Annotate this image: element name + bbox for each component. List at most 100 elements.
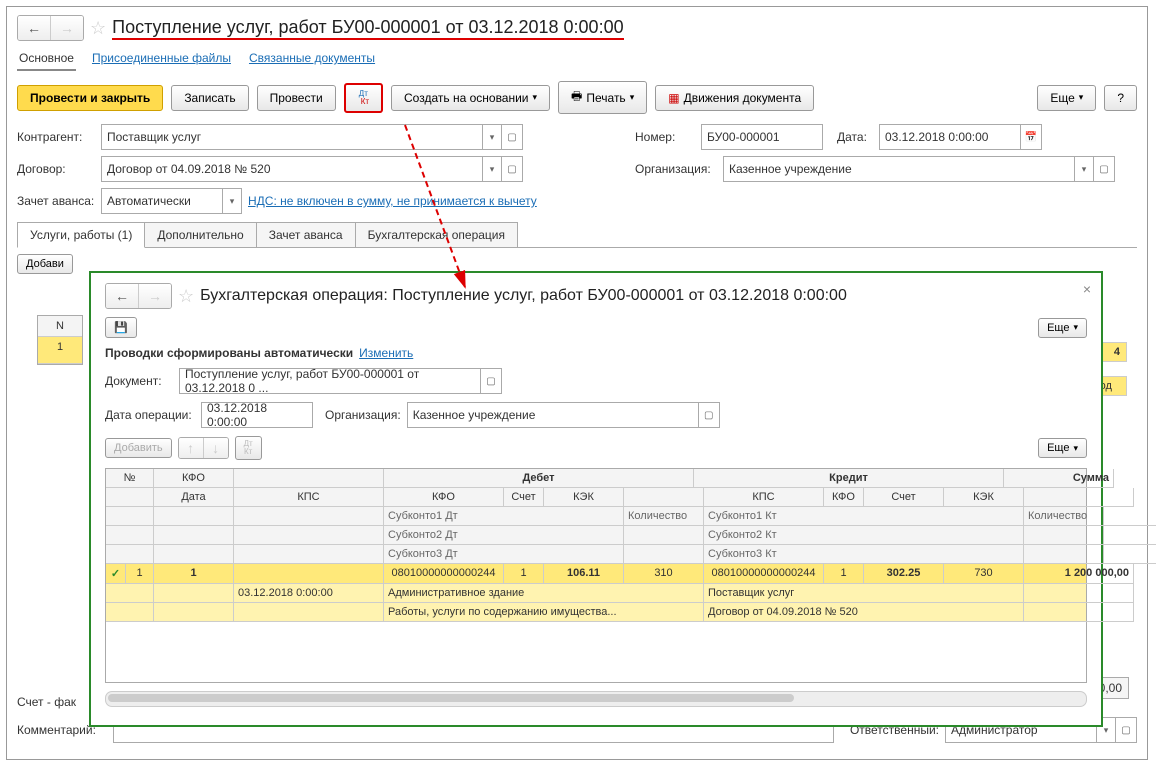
dropdown-icon[interactable]: ▾ bbox=[482, 125, 501, 149]
dropdown-icon[interactable]: ▾ bbox=[1074, 157, 1093, 181]
contract-input-group[interactable]: Договор от 04.09.2018 № 520 ▾ ▢ bbox=[101, 156, 523, 182]
acc-more-button-2[interactable]: Еще ▾ bbox=[1038, 438, 1087, 458]
favorite-icon[interactable]: ☆ bbox=[178, 286, 194, 307]
cell-dkek: 310 bbox=[624, 564, 704, 584]
cell-sub2d: Работы, услуги по содержанию имущества..… bbox=[384, 603, 704, 622]
open-icon[interactable]: ▢ bbox=[1115, 718, 1136, 742]
tab-additional[interactable]: Дополнительно bbox=[144, 222, 256, 247]
col-kfo: КФО bbox=[154, 469, 234, 488]
vat-link[interactable]: НДС: не включен в сумму, не принимается … bbox=[248, 194, 537, 208]
cell-kkfo: 1 bbox=[824, 564, 864, 584]
back-button[interactable]: ← bbox=[18, 16, 51, 40]
posting-row-1[interactable]: ✓ 1 1 08010000000000244 1 106.11 310 080… bbox=[106, 564, 1086, 584]
number-input[interactable]: БУ00-000001 bbox=[702, 125, 822, 149]
help-button[interactable]: ? bbox=[1104, 85, 1137, 111]
contract-input[interactable]: Договор от 04.09.2018 № 520 bbox=[102, 157, 482, 181]
forward-button[interactable]: → bbox=[51, 16, 83, 40]
tab-files[interactable]: Присоединенные файлы bbox=[90, 47, 233, 71]
acc-more-button[interactable]: Еще ▾ bbox=[1038, 318, 1087, 338]
sub3k: Субконто3 Кт bbox=[704, 545, 1024, 564]
postings-grid: № КФО Дебет Кредит Сумма Дата КПС КФО Сч… bbox=[105, 468, 1087, 683]
post-button[interactable]: Провести bbox=[257, 85, 336, 111]
counterparty-label: Контрагент: bbox=[17, 130, 95, 144]
cell-date: 03.12.2018 0:00:00 bbox=[234, 584, 384, 603]
favorite-icon[interactable]: ☆ bbox=[90, 18, 106, 39]
advance-label: Зачет аванса: bbox=[17, 194, 95, 208]
col-kfo-d: КФО bbox=[384, 488, 504, 507]
open-icon[interactable]: ▢ bbox=[1093, 157, 1114, 181]
col-sum: Сумма bbox=[1004, 469, 1114, 488]
col-kps-k: КПС bbox=[704, 488, 824, 507]
open-icon[interactable]: ▢ bbox=[480, 369, 501, 393]
dtkt-gray-button[interactable]: ДтКт bbox=[235, 436, 262, 460]
counterparty-input-group[interactable]: Поставщик услуг ▾ ▢ bbox=[101, 124, 523, 150]
save-icon-button[interactable]: 💾 bbox=[105, 317, 137, 338]
advance-input[interactable]: Автоматически bbox=[102, 189, 222, 213]
number-label: Номер: bbox=[635, 130, 695, 144]
cell-dkfo: 1 bbox=[504, 564, 544, 584]
col-n-header: N bbox=[38, 316, 82, 337]
cell-kacct: 302.25 bbox=[864, 564, 944, 584]
movements-button[interactable]: ▦ Движения документа bbox=[655, 85, 814, 111]
acc-add-button[interactable]: Добавить bbox=[105, 438, 172, 458]
forward-button[interactable]: → bbox=[139, 284, 171, 308]
nav-back-forward[interactable]: ← → bbox=[17, 15, 84, 41]
horizontal-scrollbar[interactable] bbox=[105, 691, 1087, 707]
more-button[interactable]: Еще ▾ bbox=[1037, 85, 1096, 111]
add-button-truncated[interactable]: Добави bbox=[17, 254, 73, 274]
open-icon[interactable]: ▢ bbox=[501, 157, 522, 181]
date-input[interactable]: 03.12.2018 0:00:00 bbox=[880, 125, 1020, 149]
tab-main[interactable]: Основное bbox=[17, 47, 76, 71]
opdate-input[interactable]: 03.12.2018 0:00:00 bbox=[202, 403, 312, 427]
col-credit: Кредит bbox=[694, 469, 1004, 488]
accounting-title: Бухгалтерская операция: Поступление услу… bbox=[200, 287, 847, 305]
dtkt-button[interactable]: ДтКт bbox=[344, 83, 383, 113]
col-acct-d: Счет bbox=[504, 488, 544, 507]
qty-k: Количество bbox=[1024, 507, 1104, 526]
sub2d: Субконто2 Дт bbox=[384, 526, 624, 545]
cell-dkps: 08010000000000244 bbox=[384, 564, 504, 584]
dropdown-icon[interactable]: ▾ bbox=[222, 189, 241, 213]
cell-kkek: 730 bbox=[944, 564, 1024, 584]
dropdown-icon[interactable]: ▾ bbox=[482, 157, 501, 181]
cell-dacct: 106.11 bbox=[544, 564, 624, 584]
change-link[interactable]: Изменить bbox=[359, 346, 413, 360]
write-button[interactable]: Записать bbox=[171, 85, 248, 111]
doc-label: Документ: bbox=[105, 374, 173, 388]
create-based-label: Создать на основании bbox=[404, 91, 529, 105]
col-n: № bbox=[106, 469, 154, 488]
sub2k: Субконто2 Кт bbox=[704, 526, 1024, 545]
cell-kfo: 1 bbox=[154, 564, 234, 584]
col-kek-k: КЭК bbox=[944, 488, 1024, 507]
col-date: Дата bbox=[154, 488, 234, 507]
check-icon: ✓ bbox=[106, 564, 126, 584]
acc-org-input[interactable]: Казенное учреждение bbox=[408, 403, 698, 427]
cell-sub2k: Договор от 04.09.2018 № 520 bbox=[704, 603, 1024, 622]
nav-back-forward[interactable]: ← → bbox=[105, 283, 172, 309]
col-kfo-k: КФО bbox=[824, 488, 864, 507]
qty-d: Количество bbox=[624, 507, 704, 526]
calendar-icon[interactable]: 📅 bbox=[1020, 125, 1041, 149]
create-based-button[interactable]: Создать на основании ▾ bbox=[391, 85, 550, 111]
acc-org-label: Организация: bbox=[325, 408, 401, 422]
cell-n: 1 bbox=[126, 564, 154, 584]
print-button[interactable]: 🖶 Печать ▾ bbox=[558, 81, 647, 114]
back-button[interactable]: ← bbox=[106, 284, 139, 308]
move-down-icon[interactable]: ↓ bbox=[204, 438, 228, 458]
tab-accounting[interactable]: Бухгалтерская операция bbox=[355, 222, 518, 247]
post-close-button[interactable]: Провести и закрыть bbox=[17, 85, 163, 111]
print-label: Печать bbox=[586, 91, 625, 105]
tab-services[interactable]: Услуги, работы (1) bbox=[17, 222, 145, 248]
counterparty-input[interactable]: Поставщик услуг bbox=[102, 125, 482, 149]
col-kek-d: КЭК bbox=[544, 488, 624, 507]
tab-advance[interactable]: Зачет аванса bbox=[256, 222, 356, 247]
doc-input[interactable]: Поступление услуг, работ БУ00-000001 от … bbox=[180, 369, 480, 393]
cell-sub1d: Административное здание bbox=[384, 584, 704, 603]
org-label: Организация: bbox=[635, 162, 717, 176]
close-icon[interactable]: × bbox=[1083, 281, 1091, 297]
tab-linked[interactable]: Связанные документы bbox=[247, 47, 377, 71]
move-up-icon[interactable]: ↑ bbox=[179, 438, 204, 458]
open-icon[interactable]: ▢ bbox=[698, 403, 719, 427]
org-input[interactable]: Казенное учреждение bbox=[724, 157, 1074, 181]
open-icon[interactable]: ▢ bbox=[501, 125, 522, 149]
